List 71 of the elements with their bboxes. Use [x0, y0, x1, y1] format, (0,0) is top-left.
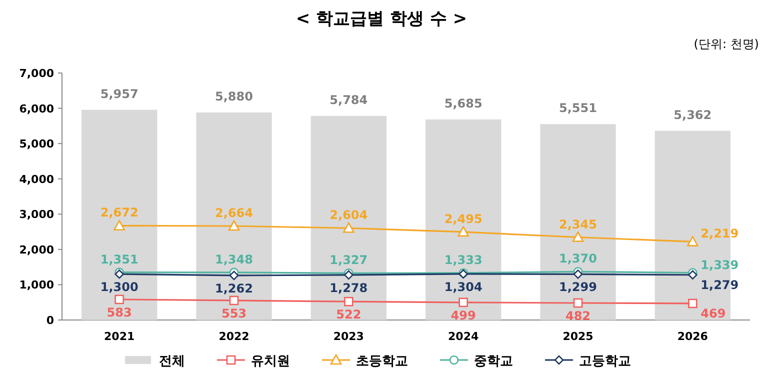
legend-label: 초등학교 [356, 354, 408, 369]
legend-label: 유치원 [251, 354, 290, 369]
bar [196, 112, 272, 320]
point [573, 270, 583, 279]
text: (단위: 천명) [694, 37, 759, 51]
point [687, 236, 698, 246]
x-tick-label: 2023 [333, 330, 364, 343]
data-label: 553 [221, 306, 247, 320]
data-label: 5,957 [100, 86, 138, 101]
x-tick-label: 2024 [448, 330, 479, 343]
bar [310, 116, 387, 320]
data-label: 1,327 [330, 253, 368, 268]
data-label: 499 [450, 308, 476, 322]
data-label: 5,880 [215, 90, 253, 104]
chart-title: < 학교급별 학생 수 > [296, 9, 468, 29]
bar [540, 124, 616, 320]
point [573, 298, 583, 308]
data-label: 583 [106, 305, 132, 320]
y-tick-label: 6,000 [19, 102, 54, 116]
legend-label: 고등학교 [579, 354, 631, 369]
legend-label: 전체 [159, 354, 185, 369]
point [344, 296, 354, 306]
data-label: 1,348 [215, 252, 253, 266]
point [228, 220, 240, 231]
data-label: 1,339 [700, 258, 739, 272]
point [572, 232, 584, 242]
bar [81, 110, 158, 320]
point [229, 270, 239, 280]
data-label: 5,362 [674, 108, 712, 122]
y-tick-label: 4,000 [19, 172, 54, 186]
data-label: 2,495 [444, 212, 482, 226]
x-tick-label: 2025 [562, 330, 594, 343]
data-label: 1,304 [444, 280, 482, 294]
legend-label: 중학교 [474, 354, 513, 369]
point [343, 222, 354, 233]
data-label: 1,370 [559, 252, 597, 266]
data-label: 2,219 [700, 226, 739, 241]
data-label: 5,685 [444, 96, 482, 110]
point [688, 270, 698, 280]
y-tick-label: 5,000 [19, 138, 54, 151]
data-label: 2,345 [559, 217, 597, 232]
data-label: 482 [565, 308, 591, 323]
data-label: 1,279 [700, 278, 739, 292]
x-tick-label: 2021 [104, 330, 135, 343]
data-label: 1,278 [330, 280, 368, 295]
point [458, 226, 469, 237]
bar [425, 119, 502, 320]
data-label: 2,604 [330, 208, 368, 222]
data-label: 1,299 [559, 280, 597, 294]
y-tick-label: 1,000 [19, 278, 54, 292]
point [688, 298, 698, 308]
point [229, 296, 239, 306]
data-label: 469 [700, 306, 726, 320]
y-tick-label: 2,000 [19, 243, 54, 256]
x-tick-label: 2022 [218, 330, 250, 343]
y-tick-label: 3,000 [19, 208, 54, 222]
y-tick-label: 7,000 [19, 67, 54, 80]
point [114, 294, 124, 304]
data-label: 1,300 [100, 280, 138, 294]
data-label: 1,351 [100, 252, 138, 266]
data-label: 2,664 [215, 206, 253, 220]
data-label: 1,333 [444, 252, 482, 267]
point [114, 220, 125, 230]
data-label: 522 [336, 308, 362, 322]
point [458, 298, 468, 308]
x-tick-label: 2026 [677, 330, 708, 343]
data-label: 1,262 [215, 281, 253, 296]
data-label: 5,784 [330, 92, 368, 107]
data-label: 2,672 [100, 206, 138, 220]
y-tick-label: 0 [46, 314, 54, 327]
data-label: 5,551 [559, 101, 597, 116]
